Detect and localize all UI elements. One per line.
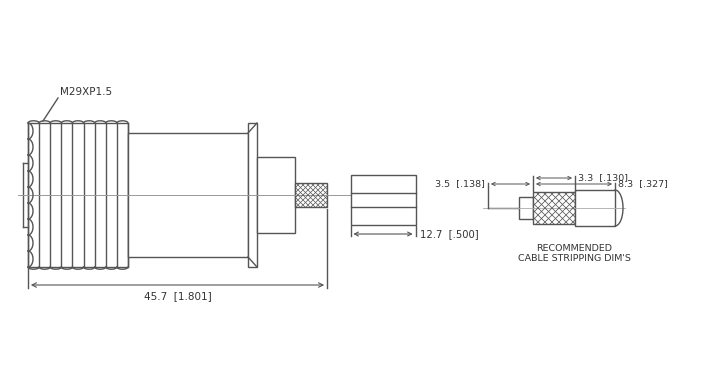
Text: 8.3  [.327]: 8.3 [.327] (618, 179, 668, 188)
Bar (575, 190, 615, 226)
Bar (295, 183, 327, 207)
Bar (533, 192, 575, 224)
Text: 12.7  [.500]: 12.7 [.500] (420, 229, 478, 239)
Bar (257, 157, 295, 233)
Text: 3.3  [.130]: 3.3 [.130] (578, 174, 628, 183)
Bar (128, 133, 248, 257)
Bar (248, 123, 257, 267)
Bar (519, 197, 533, 219)
Bar (28, 123, 128, 267)
Text: 3.5  [.138]: 3.5 [.138] (435, 179, 485, 188)
Text: CABLE STRIPPING DIM'S: CABLE STRIPPING DIM'S (518, 254, 631, 263)
Text: RECOMMENDED: RECOMMENDED (536, 244, 612, 253)
Bar (351, 175, 415, 225)
Text: 45.7  [1.801]: 45.7 [1.801] (143, 291, 212, 301)
Text: M29XP1.5: M29XP1.5 (60, 87, 112, 97)
